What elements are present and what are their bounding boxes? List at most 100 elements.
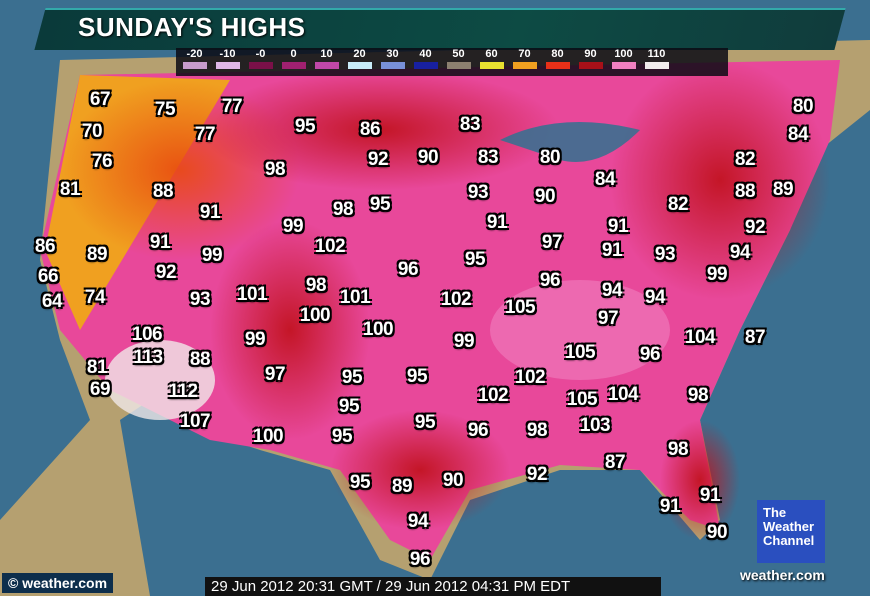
legend-label: 0 <box>290 48 297 60</box>
legend-swatch <box>347 62 372 69</box>
temperature-label: 112 <box>168 381 198 402</box>
heat-blob <box>200 70 560 190</box>
temperature-label: 69 <box>89 379 111 400</box>
temperature-label: 96 <box>467 420 489 441</box>
legend-swatch <box>281 62 306 69</box>
legend-item: 30 <box>376 48 409 76</box>
temperature-label: 95 <box>414 412 436 433</box>
temperature-label: 66 <box>37 266 59 287</box>
extreme-heat-region <box>105 340 215 420</box>
legend-swatch <box>380 62 405 69</box>
temperature-label: 90 <box>442 470 464 491</box>
legend-item: 100 <box>607 48 640 76</box>
logo-line: Channel <box>763 533 815 548</box>
legend-item: 80 <box>541 48 574 76</box>
legend-label: 10 <box>320 48 333 60</box>
legend-swatch <box>215 62 240 69</box>
temperature-label: 106 <box>131 324 163 345</box>
temperature-label: 75 <box>154 99 176 120</box>
legend-swatch <box>182 62 207 69</box>
temperature-label: 92 <box>526 464 548 485</box>
legend-swatch <box>479 62 504 69</box>
temperature-label: 86 <box>359 119 381 140</box>
temperature-label: 95 <box>349 472 371 493</box>
temperature-label: 95 <box>338 396 360 417</box>
heat-blob <box>660 420 740 540</box>
copyright: © weather.com <box>2 573 114 593</box>
temperature-label: 92 <box>744 217 766 238</box>
temperature-label: 91 <box>149 232 171 253</box>
legend-item: -10 <box>211 48 244 76</box>
temperature-label: 100 <box>362 319 394 340</box>
temperature-label: 81 <box>86 357 108 378</box>
temperature-label: 88 <box>189 349 211 370</box>
temperature-label: 87 <box>604 452 626 473</box>
temperature-label: 105 <box>564 342 596 363</box>
great-lakes <box>500 122 640 162</box>
temperature-label: 90 <box>534 186 556 207</box>
legend-item: 20 <box>343 48 376 76</box>
temperature-label: 93 <box>189 289 211 310</box>
temperature-label: 113 <box>133 347 163 368</box>
temperature-label: 96 <box>409 549 431 570</box>
logo-line: Weather <box>763 519 815 534</box>
temperature-label: 102 <box>440 289 472 310</box>
temperature-label: 102 <box>314 236 346 257</box>
legend-label: 70 <box>518 48 531 60</box>
temperature-label: 74 <box>84 287 106 308</box>
temperature-label: 91 <box>607 216 629 237</box>
legend-label: 110 <box>647 48 666 60</box>
temperature-label: 99 <box>282 216 304 237</box>
temperature-label: 89 <box>772 179 794 200</box>
temperature-label: 100 <box>252 426 284 447</box>
temperature-label: 102 <box>477 385 509 406</box>
temperature-label: 77 <box>221 96 243 117</box>
legend-swatch <box>446 62 471 69</box>
legend-swatch <box>248 62 273 69</box>
legend-label: -10 <box>219 48 236 60</box>
temperature-label: 96 <box>397 259 419 280</box>
heat-blob <box>490 280 670 380</box>
temperature-label: 84 <box>787 124 809 145</box>
legend-label: 90 <box>584 48 597 60</box>
temperature-label: 98 <box>687 385 709 406</box>
temperature-label: 80 <box>792 96 814 117</box>
temperature-label: 92 <box>155 262 177 283</box>
temperature-label: 91 <box>699 485 721 506</box>
temperature-label: 80 <box>539 147 561 168</box>
temperature-label: 99 <box>706 264 728 285</box>
legend-label: -0 <box>255 48 266 60</box>
legend-item: 70 <box>508 48 541 76</box>
legend-label: 80 <box>551 48 564 60</box>
temperature-label: 98 <box>667 439 689 460</box>
legend-swatch <box>512 62 537 69</box>
temperature-label: 99 <box>453 331 475 352</box>
legend-label: 60 <box>485 48 498 60</box>
legend-label: 40 <box>419 48 432 60</box>
legend-swatch <box>578 62 603 69</box>
temperature-legend: -20 -10 -0 0 10 20 30 40 50 60 70 80 90 100 110 <box>176 48 728 76</box>
temperature-label: 88 <box>152 181 174 202</box>
legend-swatch <box>644 62 669 69</box>
temperature-label: 82 <box>734 149 756 170</box>
temperature-label: 76 <box>91 151 113 172</box>
temperature-label: 89 <box>391 476 413 497</box>
legend-item: 110 <box>640 48 673 76</box>
temperature-label: 94 <box>729 242 751 263</box>
heat-blob <box>330 410 510 530</box>
legend-swatch <box>413 62 438 69</box>
temperature-label: 102 <box>514 367 546 388</box>
heat-blob <box>210 220 370 440</box>
temperature-label: 91 <box>601 240 623 261</box>
temperature-label: 83 <box>459 114 481 135</box>
temperature-label: 92 <box>367 149 389 170</box>
temperature-label: 101 <box>339 287 371 308</box>
legend-item: -0 <box>244 48 277 76</box>
temperature-label: 99 <box>244 329 266 350</box>
legend-item: -20 <box>178 48 211 76</box>
temperature-label: 95 <box>406 366 428 387</box>
temperature-label: 87 <box>744 327 766 348</box>
temperature-label: 98 <box>526 420 548 441</box>
temperature-label: 96 <box>539 270 561 291</box>
